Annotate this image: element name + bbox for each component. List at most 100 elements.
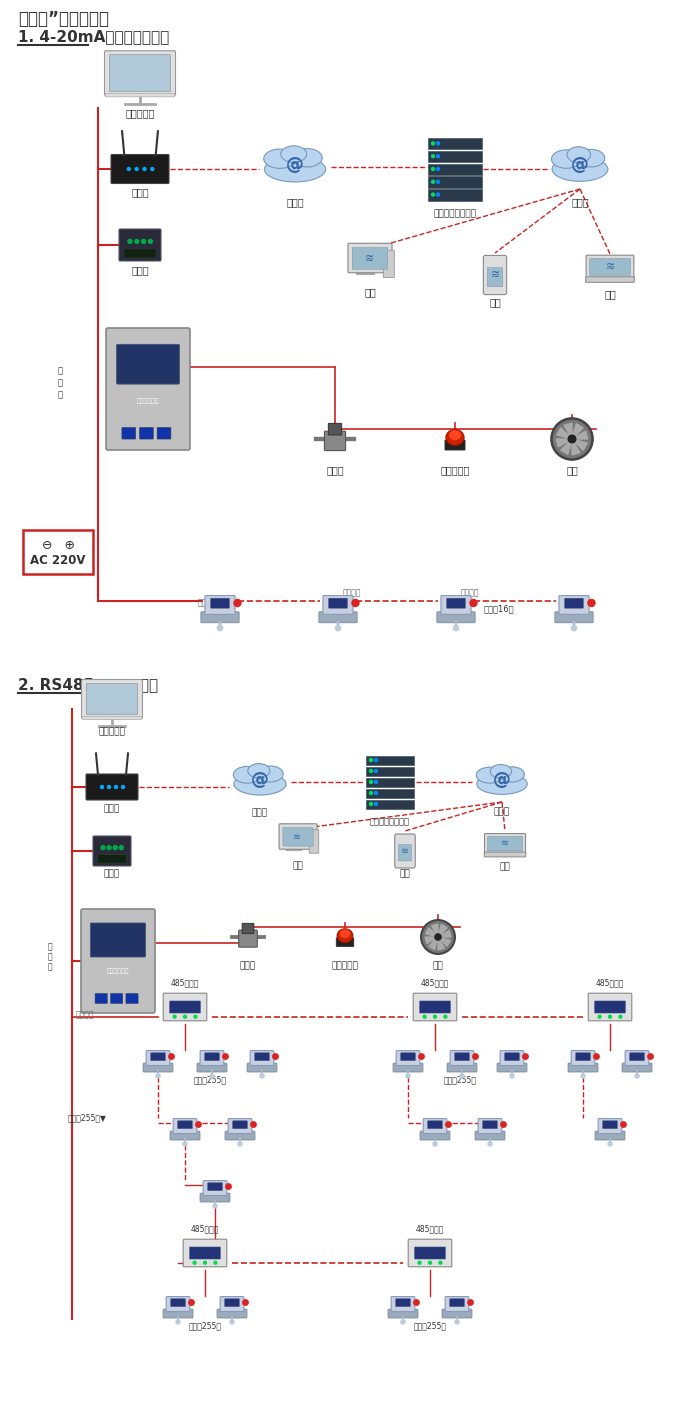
FancyBboxPatch shape [109, 55, 171, 91]
Text: 机气猫”系列报警器: 机气猫”系列报警器 [18, 10, 109, 28]
FancyBboxPatch shape [445, 440, 465, 450]
FancyBboxPatch shape [505, 1052, 519, 1061]
Text: 可连接16个: 可连接16个 [484, 605, 514, 613]
Circle shape [238, 1142, 242, 1145]
FancyBboxPatch shape [428, 1121, 442, 1128]
FancyBboxPatch shape [90, 923, 146, 957]
FancyBboxPatch shape [568, 1064, 598, 1072]
FancyBboxPatch shape [603, 1121, 617, 1128]
Circle shape [500, 1121, 506, 1127]
Text: 线: 线 [57, 391, 62, 400]
Circle shape [431, 155, 435, 158]
Text: ≋: ≋ [293, 833, 301, 841]
Circle shape [223, 1054, 228, 1059]
FancyBboxPatch shape [396, 1051, 420, 1065]
FancyBboxPatch shape [588, 993, 632, 1021]
Circle shape [444, 1016, 447, 1019]
Text: 互联网: 互联网 [252, 808, 268, 817]
FancyBboxPatch shape [200, 1051, 224, 1065]
Text: 东智控制主机: 东智控制主机 [106, 968, 130, 974]
Text: 讯: 讯 [48, 953, 52, 961]
Circle shape [183, 1016, 186, 1019]
Circle shape [194, 1016, 197, 1019]
Polygon shape [572, 439, 587, 450]
FancyBboxPatch shape [178, 1121, 193, 1128]
FancyBboxPatch shape [419, 1000, 450, 1013]
Circle shape [470, 599, 477, 606]
FancyBboxPatch shape [247, 1064, 277, 1072]
Circle shape [127, 167, 130, 170]
Ellipse shape [449, 431, 461, 440]
Polygon shape [572, 439, 580, 454]
FancyBboxPatch shape [428, 138, 482, 149]
Circle shape [414, 1300, 419, 1306]
Text: 可连接255台▼: 可连接255台▼ [68, 1113, 107, 1123]
FancyBboxPatch shape [328, 424, 342, 435]
FancyBboxPatch shape [414, 1247, 445, 1259]
Polygon shape [426, 927, 438, 937]
FancyBboxPatch shape [111, 155, 169, 183]
Circle shape [437, 167, 440, 170]
FancyBboxPatch shape [428, 151, 482, 162]
FancyBboxPatch shape [393, 1064, 423, 1072]
Text: @: @ [493, 771, 511, 789]
Circle shape [437, 180, 440, 183]
FancyBboxPatch shape [183, 1240, 227, 1266]
Text: 通: 通 [48, 943, 52, 951]
FancyBboxPatch shape [555, 612, 593, 623]
FancyBboxPatch shape [95, 993, 107, 1003]
FancyBboxPatch shape [487, 836, 522, 851]
Text: 485中继器: 485中继器 [416, 1224, 444, 1233]
FancyBboxPatch shape [166, 1297, 190, 1311]
Ellipse shape [340, 929, 351, 938]
Circle shape [433, 1142, 437, 1145]
Circle shape [113, 846, 117, 850]
FancyBboxPatch shape [117, 345, 179, 384]
Circle shape [273, 1054, 278, 1059]
FancyBboxPatch shape [420, 1131, 450, 1140]
FancyBboxPatch shape [309, 830, 318, 853]
Circle shape [510, 1074, 514, 1078]
Polygon shape [438, 930, 451, 937]
Polygon shape [572, 424, 583, 439]
FancyBboxPatch shape [450, 1051, 474, 1065]
FancyBboxPatch shape [329, 598, 347, 608]
Text: 485中继器: 485中继器 [596, 978, 624, 986]
Ellipse shape [476, 767, 503, 784]
Text: 信号输出: 信号输出 [197, 598, 216, 608]
Circle shape [374, 802, 377, 805]
Circle shape [169, 1054, 174, 1059]
Text: 手机: 手机 [489, 297, 501, 307]
Text: @: @ [571, 156, 589, 174]
FancyBboxPatch shape [483, 1121, 497, 1128]
Text: 电脑: 电脑 [364, 287, 376, 297]
Circle shape [446, 1121, 452, 1127]
Text: 信号输出: 信号输出 [461, 588, 480, 598]
Polygon shape [425, 937, 438, 944]
Ellipse shape [337, 929, 353, 943]
Ellipse shape [567, 146, 591, 163]
FancyBboxPatch shape [171, 1299, 186, 1307]
Text: 转换器: 转换器 [131, 265, 149, 274]
FancyBboxPatch shape [23, 530, 93, 574]
Circle shape [568, 435, 576, 443]
Circle shape [454, 626, 458, 630]
FancyBboxPatch shape [487, 267, 503, 287]
FancyBboxPatch shape [225, 1299, 239, 1307]
Circle shape [437, 155, 440, 158]
FancyBboxPatch shape [445, 1297, 469, 1311]
FancyBboxPatch shape [97, 854, 127, 862]
Circle shape [193, 1261, 196, 1263]
Circle shape [122, 785, 125, 788]
Circle shape [135, 239, 139, 243]
Circle shape [419, 1054, 424, 1059]
FancyBboxPatch shape [586, 277, 634, 283]
FancyBboxPatch shape [124, 249, 156, 257]
Circle shape [551, 418, 593, 460]
Ellipse shape [552, 149, 581, 169]
Text: 485中继器: 485中继器 [171, 978, 199, 986]
Circle shape [431, 180, 435, 183]
Circle shape [648, 1054, 653, 1059]
Ellipse shape [264, 149, 296, 169]
FancyBboxPatch shape [366, 767, 414, 777]
